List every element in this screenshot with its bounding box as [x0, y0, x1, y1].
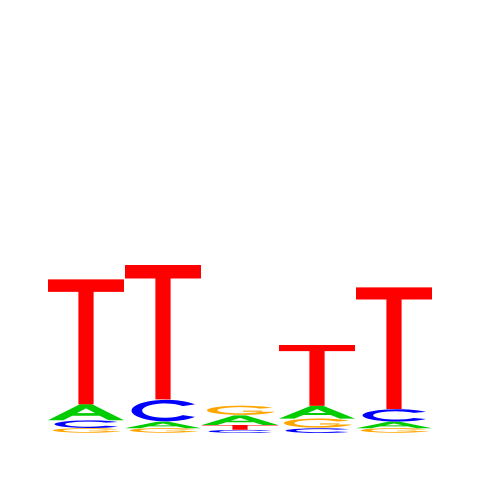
letter-c-position-2 [131, 399, 195, 422]
letter-t-position-4 [279, 345, 355, 406]
letter-t-position-5 [356, 287, 432, 409]
logo-column-4 [279, 345, 355, 433]
letter-a-position-3 [202, 415, 278, 425]
letter-a-position-2 [125, 421, 201, 429]
letter-g-position-4 [283, 418, 352, 428]
letter-a-position-5 [356, 421, 432, 429]
letter-c-position-1 [54, 420, 118, 429]
letter-t-position-2 [125, 265, 201, 400]
logo-column-3 [202, 405, 278, 433]
letter-t-position-3 [202, 425, 278, 430]
letter-a-position-1 [48, 404, 124, 421]
letter-t-position-1 [48, 279, 124, 405]
letter-g-position-5 [360, 428, 429, 433]
logo-stacks [48, 265, 432, 433]
logo-column-5 [356, 287, 432, 433]
letter-g-position-3 [206, 405, 275, 415]
letter-g-position-1 [52, 428, 121, 433]
letter-c-position-4 [285, 428, 349, 433]
logo-column-1 [48, 279, 124, 433]
letter-c-position-3 [208, 429, 272, 433]
logo-column-2 [125, 265, 201, 433]
letter-g-position-2 [129, 428, 198, 433]
letter-c-position-5 [362, 409, 426, 422]
letter-a-position-4 [279, 405, 355, 419]
